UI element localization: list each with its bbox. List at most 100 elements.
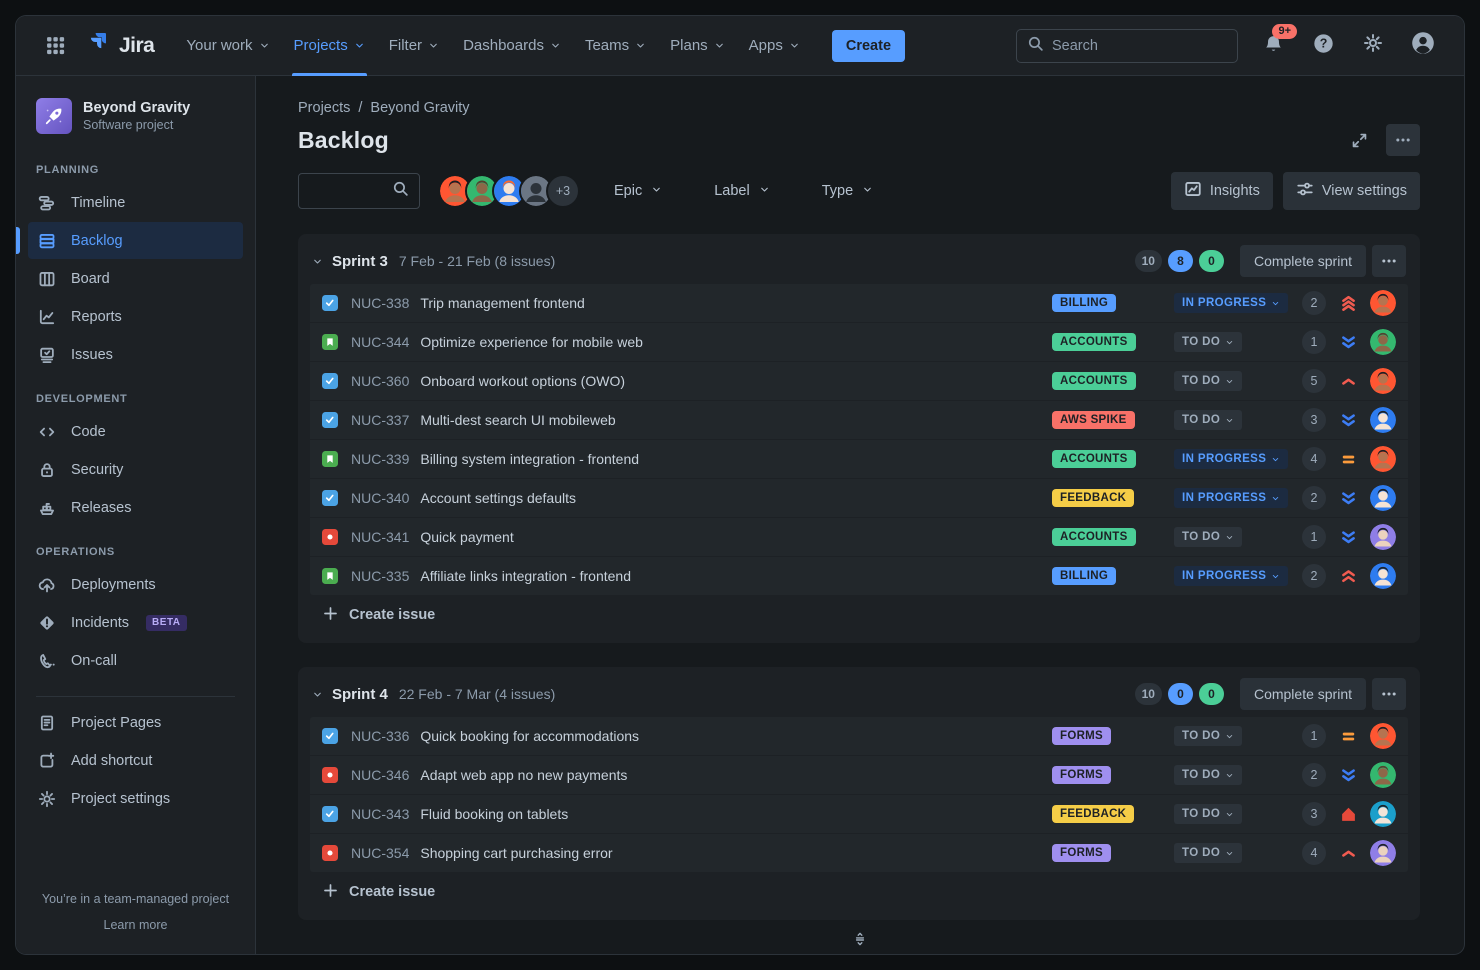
resize-handle-icon[interactable] xyxy=(852,931,868,952)
assignee-avatar[interactable] xyxy=(1370,329,1396,355)
settings-button[interactable] xyxy=(1358,31,1388,61)
status-dropdown[interactable]: TO DO xyxy=(1174,410,1243,430)
status-dropdown[interactable]: TO DO xyxy=(1174,726,1243,746)
assignee-avatar[interactable] xyxy=(1370,446,1396,472)
project-header[interactable]: Beyond Gravity Software project xyxy=(28,98,243,134)
sidebar-item-timeline[interactable]: Timeline xyxy=(28,184,243,221)
issue-row-nuc-340[interactable]: NUC-340 Account settings defaults FEEDBA… xyxy=(310,479,1408,517)
assignee-avatar[interactable] xyxy=(1370,368,1396,394)
issue-row-nuc-335[interactable]: NUC-335 Affiliate links integration - fr… xyxy=(310,557,1408,595)
notifications-button[interactable]: 9+ xyxy=(1258,23,1297,61)
sidebar-item-issues[interactable]: Issues xyxy=(28,336,243,373)
jira-logo[interactable]: Jira xyxy=(80,31,168,60)
assignee-avatar[interactable] xyxy=(1370,762,1396,788)
status-dropdown[interactable]: IN PROGRESS xyxy=(1174,293,1289,313)
status-dropdown[interactable]: TO DO xyxy=(1174,527,1243,547)
sidebar-item-code[interactable]: Code xyxy=(28,413,243,450)
pages-icon xyxy=(38,714,56,732)
chevron-down-icon xyxy=(354,38,365,55)
sidebar: Beyond Gravity Software project PLANNING… xyxy=(16,76,256,954)
issue-row-nuc-360[interactable]: NUC-360 Onboard workout options (OWO) AC… xyxy=(310,362,1408,400)
collapse-chevron-icon[interactable] xyxy=(312,689,323,700)
page-more-button[interactable] xyxy=(1386,124,1420,156)
nav-item-plans[interactable]: Plans xyxy=(658,16,737,76)
help-button[interactable]: ? xyxy=(1308,31,1338,61)
issue-row-nuc-354[interactable]: NUC-354 Shopping cart purchasing error F… xyxy=(310,834,1408,872)
issue-row-nuc-336[interactable]: NUC-336 Quick booking for accommodations… xyxy=(310,717,1408,755)
assignee-avatar[interactable] xyxy=(465,174,499,208)
nav-item-filter[interactable]: Filter xyxy=(377,16,451,76)
global-search-input[interactable] xyxy=(1052,37,1239,54)
create-issue-button[interactable]: Create issue xyxy=(310,595,1408,635)
status-dropdown[interactable]: TO DO xyxy=(1174,804,1243,824)
sprint-name[interactable]: Sprint 4 xyxy=(332,685,388,703)
sprint-name[interactable]: Sprint 3 xyxy=(332,252,388,270)
sidebar-item-project-settings[interactable]: Project settings xyxy=(28,780,243,817)
breadcrumb-project[interactable]: Beyond Gravity xyxy=(370,100,470,116)
nav-item-your-work[interactable]: Your work xyxy=(174,16,281,76)
assignee-avatar[interactable] xyxy=(1370,840,1396,866)
filter-dropdown-type[interactable]: Type xyxy=(822,183,873,199)
assignee-avatar[interactable] xyxy=(1370,723,1396,749)
project-avatar xyxy=(36,98,72,134)
assignee-avatar[interactable] xyxy=(1370,524,1396,550)
nav-item-projects[interactable]: Projects xyxy=(282,16,377,76)
sidebar-item-add-shortcut[interactable]: Add shortcut xyxy=(28,742,243,779)
issue-row-nuc-339[interactable]: NUC-339 Billing system integration - fro… xyxy=(310,440,1408,478)
filter-dropdown-label[interactable]: Label xyxy=(714,183,769,199)
backlog-search-input[interactable] xyxy=(309,183,392,199)
status-dropdown[interactable]: IN PROGRESS xyxy=(1174,449,1289,469)
sidebar-item-incidents[interactable]: Incidents BETA xyxy=(28,604,243,641)
assignee-avatar[interactable] xyxy=(438,174,472,208)
profile-button[interactable] xyxy=(1408,31,1438,61)
complete-sprint-button[interactable]: Complete sprint xyxy=(1239,245,1366,277)
sidebar-item-security[interactable]: Security xyxy=(28,451,243,488)
status-dropdown[interactable]: IN PROGRESS xyxy=(1174,488,1289,508)
status-dropdown[interactable]: TO DO xyxy=(1174,371,1243,391)
create-button[interactable]: Create xyxy=(831,29,906,62)
learn-more-link[interactable]: Learn more xyxy=(103,917,168,932)
collapse-chevron-icon[interactable] xyxy=(312,256,323,267)
breadcrumb-projects[interactable]: Projects xyxy=(298,100,351,116)
assignee-avatar[interactable] xyxy=(1370,485,1396,511)
issue-row-nuc-337[interactable]: NUC-337 Multi-dest search UI mobileweb A… xyxy=(310,401,1408,439)
sidebar-item-releases[interactable]: Releases xyxy=(28,489,243,526)
status-dropdown[interactable]: TO DO xyxy=(1174,765,1243,785)
nav-item-dashboards[interactable]: Dashboards xyxy=(451,16,573,76)
backlog-search[interactable] xyxy=(298,173,420,209)
app-switcher-icon[interactable] xyxy=(38,28,74,64)
assignee-avatar[interactable] xyxy=(1370,290,1396,316)
status-dropdown[interactable]: TO DO xyxy=(1174,843,1243,863)
insights-button[interactable]: Insights xyxy=(1170,172,1273,210)
issue-summary: Affiliate links integration - frontend xyxy=(420,568,631,584)
issue-row-nuc-343[interactable]: NUC-343 Fluid booking on tablets FEEDBAC… xyxy=(310,795,1408,833)
create-issue-button[interactable]: Create issue xyxy=(310,872,1408,912)
issue-row-nuc-338[interactable]: NUC-338 Trip management frontend BILLING… xyxy=(310,284,1408,322)
assignee-avatar[interactable] xyxy=(1370,407,1396,433)
issue-row-nuc-346[interactable]: NUC-346 Adapt web app no new payments FO… xyxy=(310,756,1408,794)
sidebar-item-reports[interactable]: Reports xyxy=(28,298,243,335)
status-dropdown[interactable]: IN PROGRESS xyxy=(1174,566,1289,586)
nav-item-apps[interactable]: Apps xyxy=(737,16,812,76)
assignee-avatar[interactable] xyxy=(1370,801,1396,827)
avatar-overflow-count[interactable]: +3 xyxy=(546,174,580,208)
nav-item-teams[interactable]: Teams xyxy=(573,16,658,76)
complete-sprint-button[interactable]: Complete sprint xyxy=(1239,678,1366,710)
issue-row-nuc-341[interactable]: NUC-341 Quick payment ACCOUNTS TO DO 1 xyxy=(310,518,1408,556)
sidebar-item-board[interactable]: Board xyxy=(28,260,243,297)
sidebar-item-deployments[interactable]: Deployments xyxy=(28,566,243,603)
sidebar-item-project-pages[interactable]: Project Pages xyxy=(28,704,243,741)
sidebar-item-backlog[interactable]: Backlog xyxy=(16,222,243,259)
sprint-more-button[interactable] xyxy=(1372,678,1406,710)
status-dropdown[interactable]: TO DO xyxy=(1174,332,1243,352)
sprint-more-button[interactable] xyxy=(1372,245,1406,277)
issue-row-nuc-344[interactable]: NUC-344 Optimize experience for mobile w… xyxy=(310,323,1408,361)
fullscreen-button[interactable] xyxy=(1342,124,1376,156)
filter-dropdown-epic[interactable]: Epic xyxy=(614,183,662,199)
sidebar-section-development: DEVELOPMENT xyxy=(36,393,128,405)
estimate-badge: 2 xyxy=(1302,763,1326,787)
sidebar-item-on-call[interactable]: On-call xyxy=(28,642,243,679)
assignee-avatar[interactable] xyxy=(1370,563,1396,589)
view-settings-button[interactable]: View settings xyxy=(1282,172,1420,210)
global-search[interactable] xyxy=(1016,28,1239,63)
